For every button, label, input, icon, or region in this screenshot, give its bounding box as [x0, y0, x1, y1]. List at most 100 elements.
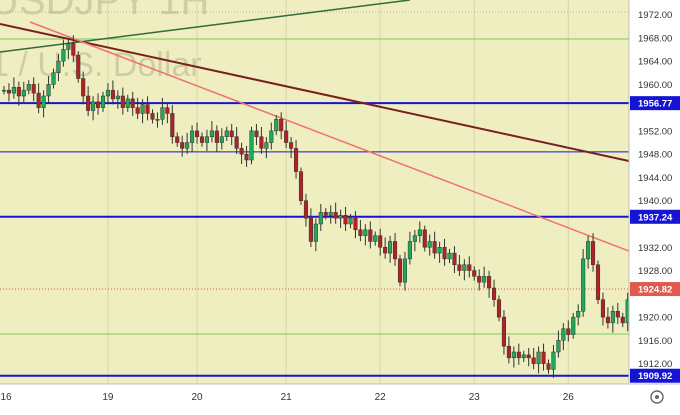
bearish-candle — [393, 241, 398, 260]
bearish-candle — [31, 84, 36, 94]
bullish-candle — [462, 264, 467, 271]
bullish-candle — [338, 215, 343, 219]
bullish-candle — [348, 217, 353, 225]
bearish-candle — [86, 95, 91, 111]
bullish-candle — [402, 258, 407, 283]
bearish-candle — [615, 311, 620, 318]
price-axis-badges: 1956.77 1937.24 1909.92 1924.82 — [630, 96, 680, 383]
time-tick-label: 20 — [191, 392, 203, 403]
bearish-candle — [150, 113, 155, 120]
price-tick-label: 1964.00 — [638, 57, 672, 68]
bullish-candle — [586, 241, 591, 260]
vertical-grid — [0, 0, 629, 384]
bullish-candle — [46, 84, 51, 97]
candlestick-series — [1, 35, 629, 378]
bullish-candle — [41, 95, 46, 108]
bullish-candle — [66, 43, 71, 50]
bearish-candle — [16, 87, 21, 97]
price-tick-label: 1952.00 — [638, 126, 672, 137]
bullish-candle — [209, 130, 214, 137]
bearish-candle — [303, 200, 308, 219]
bearish-candle — [71, 43, 76, 56]
bullish-candle — [447, 252, 452, 260]
bullish-candle — [427, 241, 432, 248]
bearish-candle — [110, 89, 115, 100]
bullish-candle — [561, 328, 566, 341]
bearish-candle — [170, 113, 175, 137]
price-tick-label: 1940.00 — [638, 196, 672, 207]
bullish-candle — [21, 89, 26, 97]
bullish-candle — [412, 235, 417, 242]
bullish-candle — [521, 354, 526, 359]
time-tick-label: 19 — [102, 392, 114, 403]
middle-level-badge: 1937.24 — [638, 212, 673, 223]
bearish-candle — [422, 229, 427, 248]
bearish-candle — [605, 316, 610, 324]
bullish-candle — [155, 119, 160, 121]
dark-red-trend-line — [0, 23, 629, 162]
bearish-candle — [229, 130, 234, 137]
price-tick-label: 1948.00 — [638, 150, 672, 161]
bearish-candle — [298, 171, 304, 201]
bullish-candle — [571, 316, 576, 335]
time-tick-label: 23 — [469, 392, 481, 403]
price-tick-label: 1920.00 — [638, 313, 672, 324]
bearish-candle — [487, 276, 492, 289]
bearish-candle — [6, 89, 11, 94]
time-tick-label: 21 — [281, 392, 293, 403]
price-tick-label: 1960.00 — [638, 80, 672, 91]
bullish-candle — [160, 107, 165, 120]
bearish-candle — [279, 119, 284, 132]
bearish-candle — [145, 104, 150, 114]
bullish-candle — [219, 136, 224, 143]
bullish-candle — [61, 49, 66, 62]
bearish-candle — [526, 354, 531, 359]
bearish-candle — [175, 136, 180, 143]
current-price-badge: 1924.82 — [638, 285, 672, 296]
bearish-candle — [130, 98, 135, 108]
bullish-candle — [551, 351, 556, 370]
horizontal-levels — [0, 38, 629, 377]
bearish-candle — [120, 95, 125, 108]
bearish-candle — [165, 107, 170, 114]
current-price-badge-background — [630, 282, 680, 297]
bearish-candle — [501, 316, 506, 347]
bearish-candle — [600, 299, 606, 318]
bearish-candle — [566, 328, 571, 335]
bearish-candle — [432, 241, 437, 254]
bullish-candle — [318, 212, 323, 225]
bullish-candle — [576, 311, 581, 318]
plot-background — [0, 0, 629, 384]
bullish-candle — [269, 130, 274, 143]
bearish-candle — [259, 136, 264, 149]
bearish-candle — [591, 241, 596, 265]
time-tick-label: 26 — [563, 392, 575, 403]
bearish-candle — [368, 229, 373, 242]
price-tick-label: 1932.00 — [638, 243, 672, 254]
bullish-candle — [264, 142, 269, 149]
bearish-candle — [353, 217, 358, 231]
time-tick-label: 22 — [375, 392, 387, 403]
bullish-candle — [625, 299, 629, 324]
bullish-candle — [274, 119, 279, 132]
bearish-candle — [383, 247, 388, 254]
lower-level-badge: 1909.92 — [638, 371, 672, 382]
bearish-candle — [199, 136, 205, 143]
bearish-candle — [467, 264, 472, 271]
chart-settings-button[interactable] — [650, 390, 664, 404]
bullish-candle — [125, 98, 130, 108]
bearish-candle — [308, 217, 313, 242]
bullish-candle — [363, 229, 368, 236]
bearish-candle — [323, 212, 328, 216]
bullish-candle — [388, 241, 393, 254]
bearish-candle — [442, 247, 447, 260]
bullish-candle — [105, 89, 111, 97]
bullish-candle — [610, 311, 615, 324]
bearish-candle — [239, 148, 244, 155]
bearish-candle — [358, 229, 363, 236]
price-tick-label: 1972.00 — [638, 10, 672, 21]
bullish-candle — [328, 212, 333, 216]
bearish-candle — [477, 276, 482, 283]
bullish-candle — [373, 235, 378, 242]
